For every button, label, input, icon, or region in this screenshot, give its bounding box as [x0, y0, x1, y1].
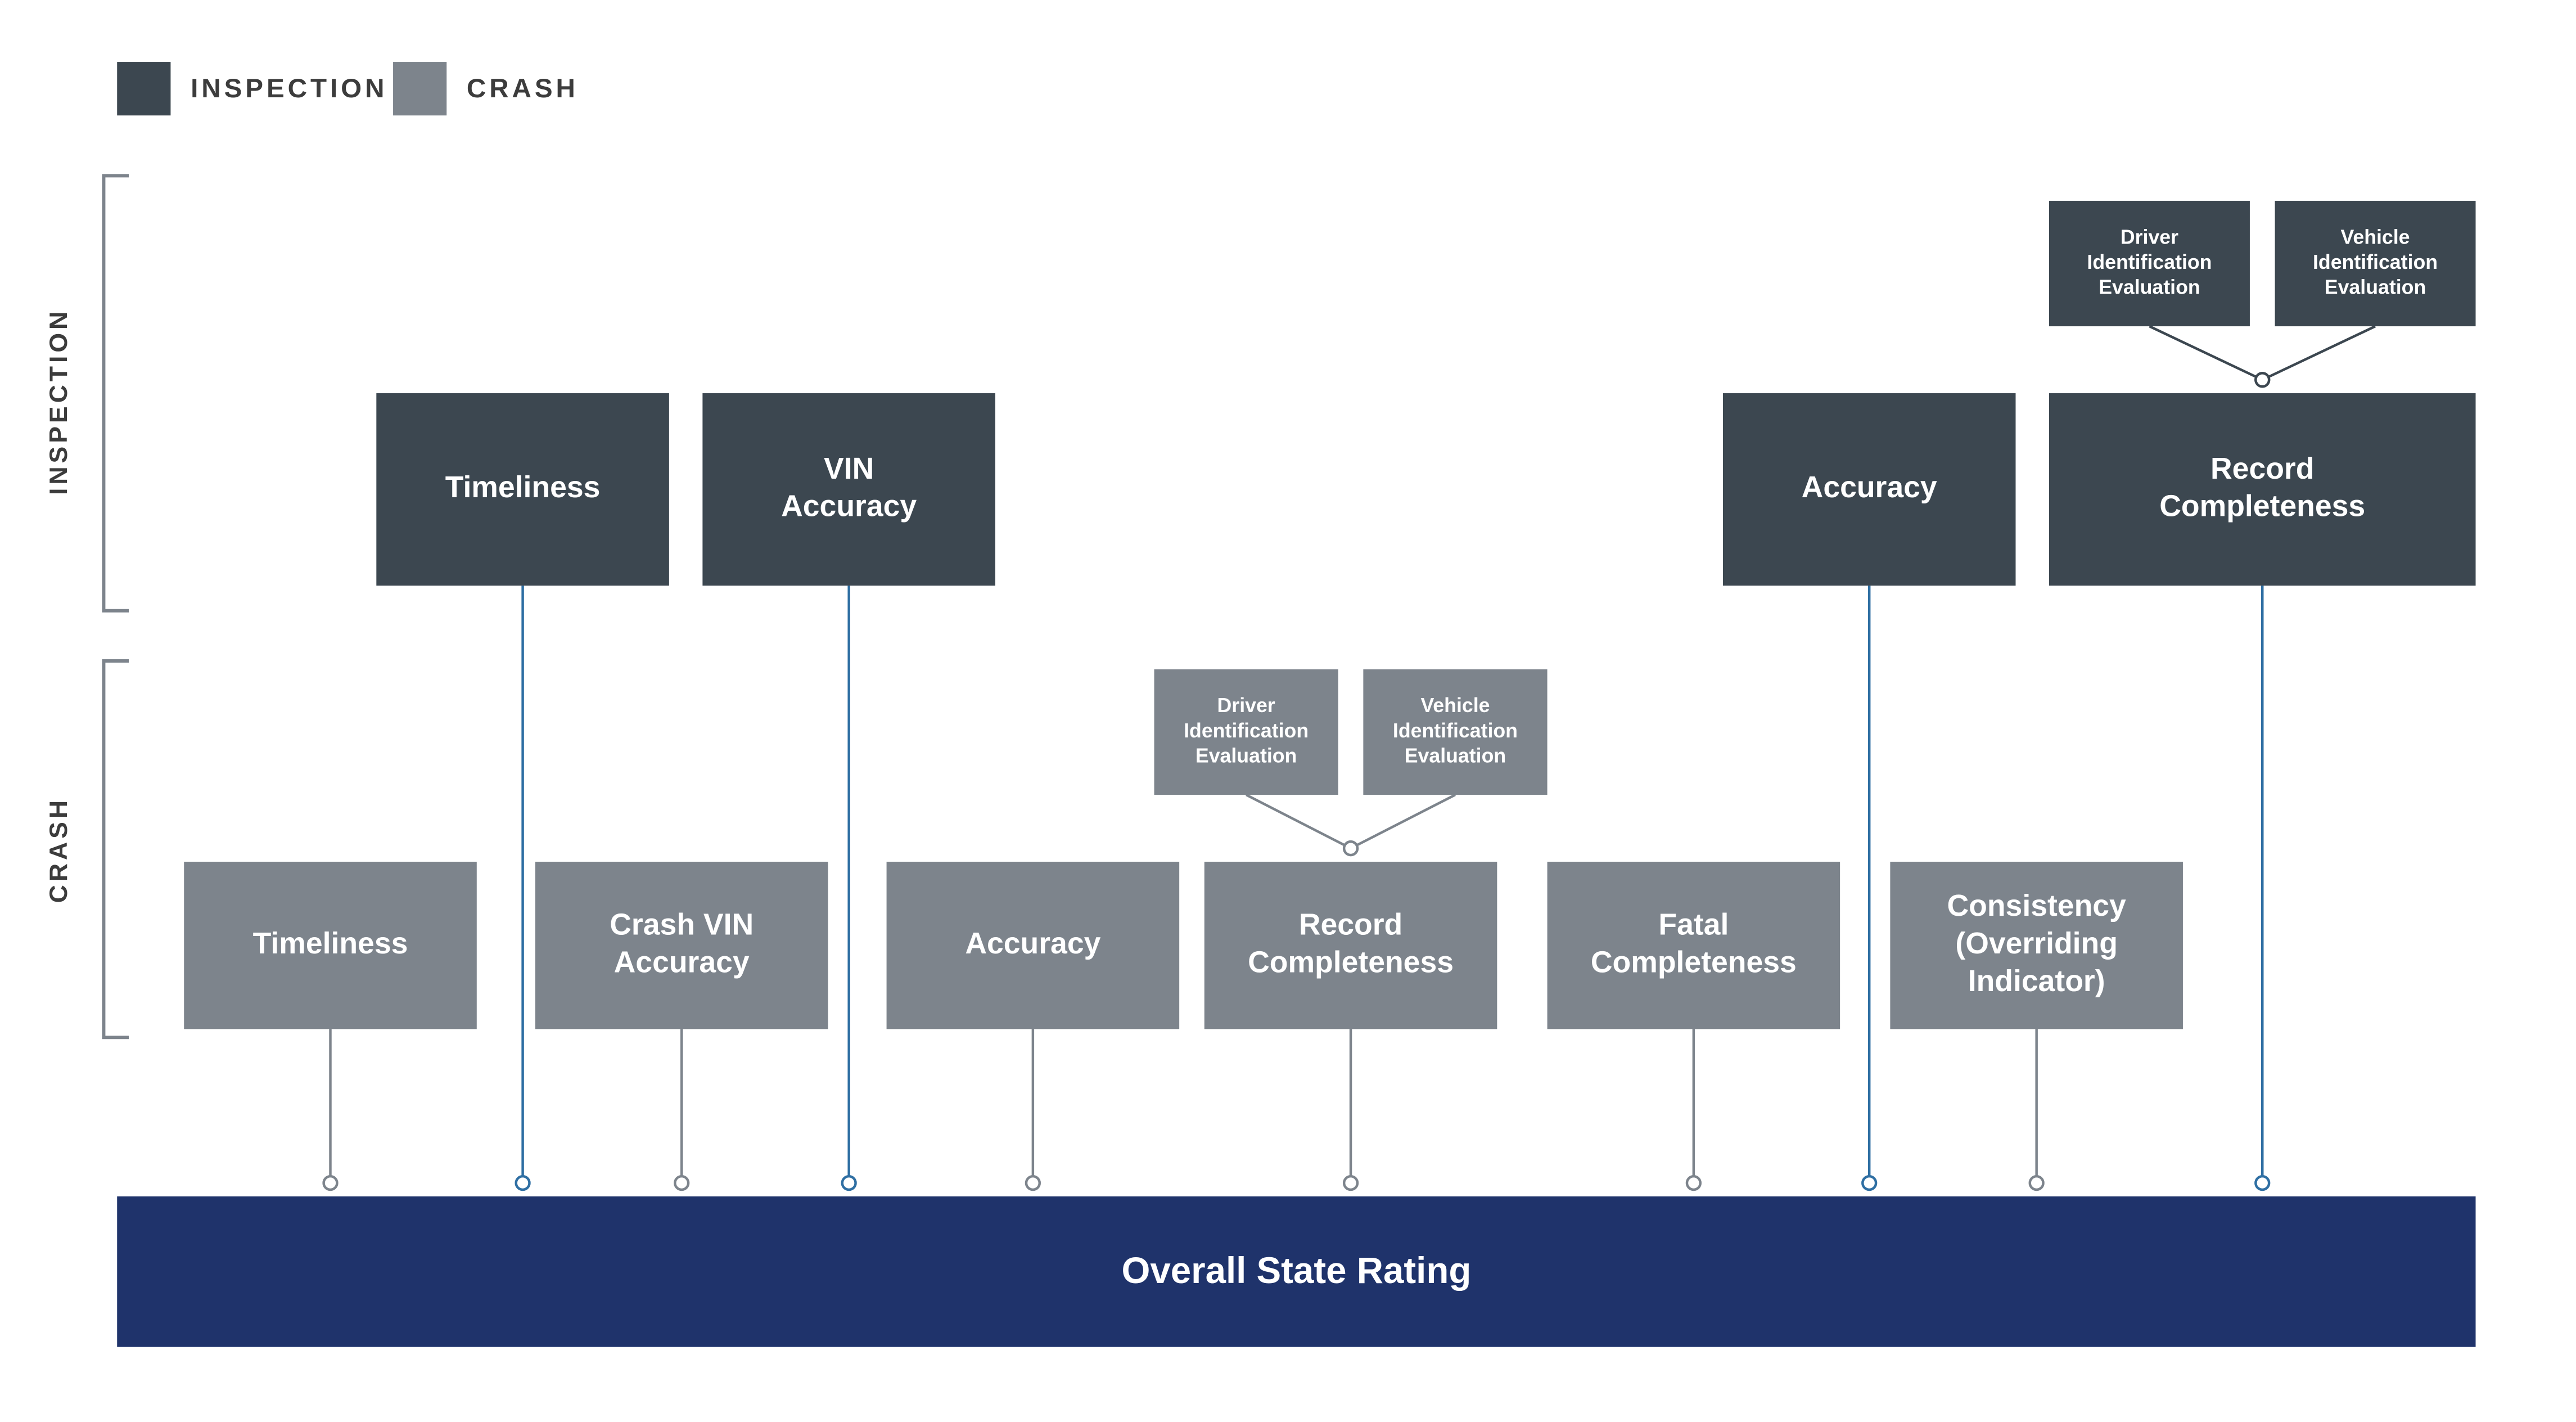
node-label-crash-driver-id-line2: Evaluation: [1195, 744, 1297, 767]
legend-label-inspection: INSPECTION: [191, 74, 387, 104]
node-label-crash-vin-line0: Crash VIN: [610, 908, 754, 941]
node-label-insp-vehicle-id-line1: Identification: [2313, 251, 2438, 273]
node-label-crash-consistency-line0: Consistency: [1947, 889, 2127, 922]
connector-end-crash-consistency: [2030, 1176, 2043, 1190]
connector-end-crash-timeliness: [324, 1176, 337, 1190]
node-label-insp-record-line1: Completeness: [2159, 490, 2365, 523]
node-label-insp-driver-id-line1: Identification: [2087, 251, 2212, 273]
node-label-insp-vin-line1: Accuracy: [781, 490, 917, 523]
node-label-insp-vehicle-id-line0: Vehicle: [2341, 226, 2410, 248]
connector-end-crash-accuracy: [1026, 1176, 1040, 1190]
node-label-crash-record-line0: Record: [1299, 908, 1402, 941]
child-connector-end-crash-vehicle-id: [1344, 842, 1357, 855]
connector-end-insp-record: [2255, 1176, 2269, 1190]
legend-label-crash: CRASH: [467, 74, 579, 104]
node-label-insp-record-line0: Record: [2210, 452, 2314, 485]
node-label-crash-consistency-line1: (Overriding: [1955, 927, 2118, 960]
legend-swatch-crash: [393, 62, 446, 115]
node-label-insp-driver-id-line0: Driver: [2121, 226, 2178, 248]
overall-state-rating-label: Overall State Rating: [1121, 1250, 1471, 1291]
diagram-root: Overall State Rating Timeliness VIN Accurac…: [0, 0, 2576, 1422]
connector-end-insp-timeliness: [516, 1176, 530, 1190]
node-label-insp-driver-id-line2: Evaluation: [2099, 276, 2200, 299]
node-label-insp-timeliness-line0: Timeliness: [445, 471, 601, 504]
connector-end-crash-record: [1344, 1176, 1357, 1190]
legend-swatch-inspection: [117, 62, 170, 115]
connector-end-insp-accuracy: [1862, 1176, 1876, 1190]
side-label-inspection: INSPECTION: [45, 308, 73, 495]
connector-end-crash-vin: [675, 1176, 688, 1190]
node-label-crash-driver-id-line1: Identification: [1184, 719, 1309, 742]
child-connector-end-insp-vehicle-id: [2255, 373, 2269, 386]
node-label-crash-accuracy-line0: Accuracy: [965, 927, 1100, 960]
node-label-crash-vehicle-id-line1: Identification: [1393, 719, 1518, 742]
connector-end-insp-vin: [842, 1176, 856, 1190]
node-label-crash-fatal-line0: Fatal: [1658, 908, 1729, 941]
side-label-crash: CRASH: [45, 797, 73, 903]
node-label-insp-vehicle-id-line2: Evaluation: [2325, 276, 2426, 299]
node-label-crash-record-line1: Completeness: [1248, 946, 1454, 979]
node-label-crash-driver-id-line0: Driver: [1217, 694, 1275, 717]
node-label-crash-vehicle-id-line2: Evaluation: [1405, 744, 1506, 767]
connector-end-crash-fatal: [1687, 1176, 1700, 1190]
node-label-crash-consistency-line2: Indicator): [1968, 965, 2105, 998]
node-label-crash-vehicle-id-line0: Vehicle: [1420, 694, 1490, 717]
node-label-crash-timeliness-line0: Timeliness: [253, 927, 408, 960]
node-label-insp-vin-line0: VIN: [824, 452, 874, 485]
node-label-insp-accuracy-line0: Accuracy: [1802, 471, 1937, 504]
node-label-crash-vin-line1: Accuracy: [614, 946, 750, 979]
node-label-crash-fatal-line1: Completeness: [1591, 946, 1797, 979]
